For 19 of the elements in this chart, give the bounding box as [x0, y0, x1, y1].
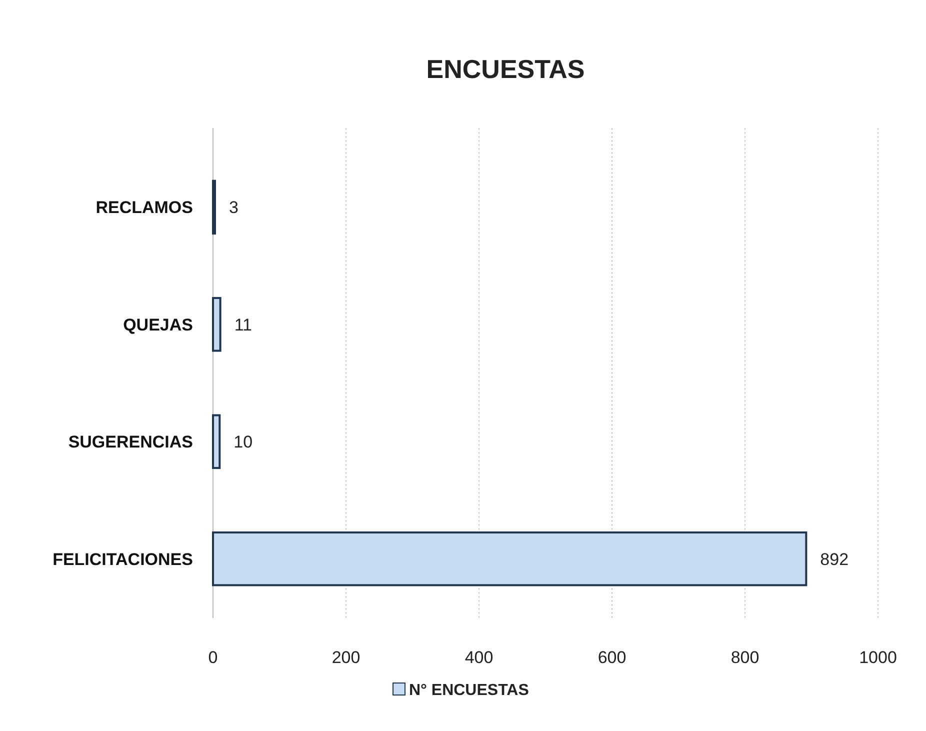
data-label: 3 — [228, 198, 238, 218]
bar — [212, 531, 808, 586]
data-label: 10 — [234, 432, 253, 452]
x-tick-label: 600 — [598, 648, 626, 667]
data-label: 892 — [820, 550, 849, 569]
bar — [212, 297, 222, 352]
chart-title: ENCUESTAS — [426, 54, 585, 84]
x-tick-label: 200 — [332, 648, 360, 667]
x-tick-label: 1000 — [859, 648, 897, 667]
x-tick-label: 400 — [464, 648, 494, 667]
bar — [212, 414, 221, 469]
y-tick-label: FELICITACIONES — [52, 550, 193, 569]
y-tick-label: RECLAMOS — [96, 198, 193, 218]
y-tick-label: QUEJAS — [123, 315, 193, 334]
x-tick-label: 800 — [730, 648, 760, 667]
x-tick-label: 0 — [208, 648, 218, 667]
data-label: 11 — [234, 315, 252, 334]
y-tick-label: SUGERENCIAS — [68, 432, 193, 452]
legend-label: N° ENCUESTAS — [409, 682, 530, 699]
